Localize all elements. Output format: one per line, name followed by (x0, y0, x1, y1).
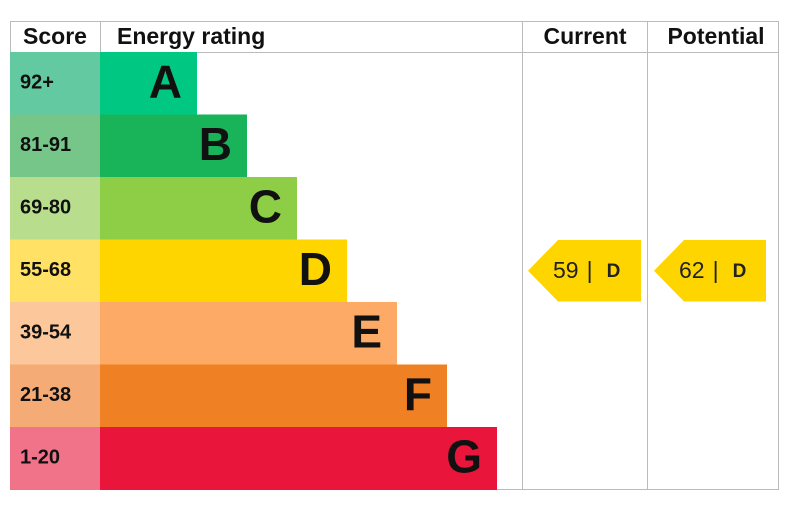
rating-bar (100, 114, 247, 178)
score-cell (10, 114, 100, 178)
rating-letter: D (299, 243, 332, 295)
header-current: Current (543, 23, 626, 49)
score-label: 39-54 (20, 322, 72, 344)
header-score: Score (23, 23, 87, 49)
score-cell (10, 427, 100, 490)
rating-bar (100, 177, 297, 240)
score-cell (10, 177, 100, 240)
rating-bar (100, 364, 447, 428)
rating-separator: | (587, 257, 593, 283)
header-rating: Energy rating (117, 23, 265, 49)
rating-value: 59 (553, 257, 579, 283)
score-label: 21-38 (20, 384, 71, 406)
rating-arrow (528, 240, 641, 302)
rating-separator: | (713, 257, 719, 283)
header-potential: Potential (667, 23, 764, 49)
rating-bar (100, 427, 497, 490)
rating-arrow-label: 59 | D (553, 257, 620, 283)
rating-letter: G (446, 430, 482, 482)
rating-letter-small: D (607, 261, 621, 282)
rating-arrow (654, 240, 766, 302)
score-label: 92+ (20, 72, 54, 94)
rating-value: 62 (679, 257, 705, 283)
rating-letter: E (351, 305, 382, 357)
score-label: 81-91 (20, 134, 71, 156)
rating-letter-small: D (733, 261, 747, 282)
score-label: 69-80 (20, 197, 71, 219)
rating-bar (100, 52, 197, 115)
score-label: 55-68 (20, 259, 71, 281)
score-cell (10, 302, 100, 365)
score-cell (10, 52, 100, 115)
rating-bar (100, 239, 347, 303)
rating-bar (100, 302, 397, 365)
rating-letter: B (199, 118, 232, 170)
rating-letter: A (149, 55, 182, 107)
score-cell (10, 239, 100, 303)
score-cell (10, 364, 100, 428)
rating-letter: C (249, 180, 282, 232)
rating-arrow-label: 62 | D (679, 257, 746, 283)
rating-letter: F (404, 368, 432, 420)
score-label: 1-20 (20, 447, 60, 469)
